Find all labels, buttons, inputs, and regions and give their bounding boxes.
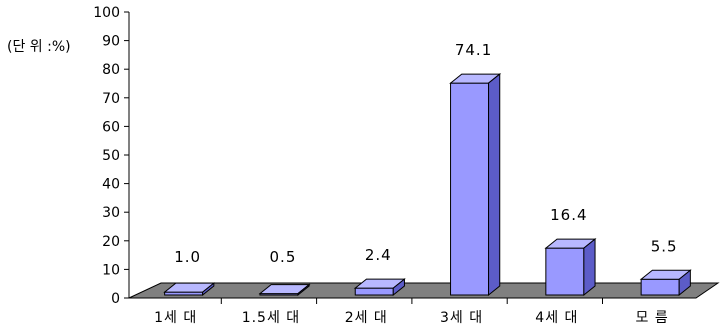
bar-side (392, 278, 405, 297)
bar-side (297, 283, 310, 297)
bar-side (678, 269, 691, 297)
bar (163, 282, 216, 297)
bar-front (354, 287, 394, 296)
category-label: 1.5세 대 (242, 310, 300, 326)
bar (544, 238, 597, 297)
value-label: 16.4 (550, 206, 587, 224)
y-tick-label: 30 (102, 205, 120, 221)
y-axis: 0 10 20 30 40 50 60 70 80 90 100 (93, 5, 130, 307)
bar (258, 283, 311, 297)
y-tick-label: 90 (102, 34, 120, 50)
labels: 1.0 1세 대 0.5 1.5세 대 2.4 2세 대 74.1 3세 대 16.4 4세 대 5… (154, 41, 678, 326)
chart-floor (128, 282, 720, 299)
y-tick-label: 70 (102, 91, 120, 107)
floor-plane (128, 282, 720, 299)
y-tick-label: 80 (102, 62, 120, 78)
bar-front (640, 278, 680, 296)
bar (639, 269, 692, 297)
bar (449, 73, 502, 297)
category-label: 모 름 (636, 310, 669, 326)
unit-label: (단 위 :%) (7, 39, 71, 55)
value-label: 0.5 (270, 248, 297, 266)
category-label: 3세 대 (440, 310, 483, 326)
value-label: 1.0 (174, 248, 201, 266)
y-tick-label: 50 (102, 148, 120, 164)
value-label: 2.4 (365, 246, 392, 264)
bars (163, 73, 692, 297)
category-label: 2세 대 (345, 310, 388, 326)
category-label: 4세 대 (535, 310, 578, 326)
y-tick-label: 100 (93, 5, 120, 21)
y-tick-label: 0 (111, 291, 120, 307)
bar-side (583, 238, 596, 297)
bar-side (488, 73, 501, 297)
y-tick-label: 20 (102, 234, 120, 250)
y-tick-label: 60 (102, 119, 120, 135)
y-tick-label: 40 (102, 177, 120, 193)
value-label: 5.5 (651, 237, 678, 255)
bar (353, 278, 406, 297)
value-label: 74.1 (455, 41, 492, 59)
category-label: 1세 대 (154, 310, 197, 326)
bar-front (545, 247, 585, 296)
bar-front (450, 82, 490, 296)
y-tick-label: 10 (102, 262, 120, 278)
bar-side (202, 282, 215, 297)
